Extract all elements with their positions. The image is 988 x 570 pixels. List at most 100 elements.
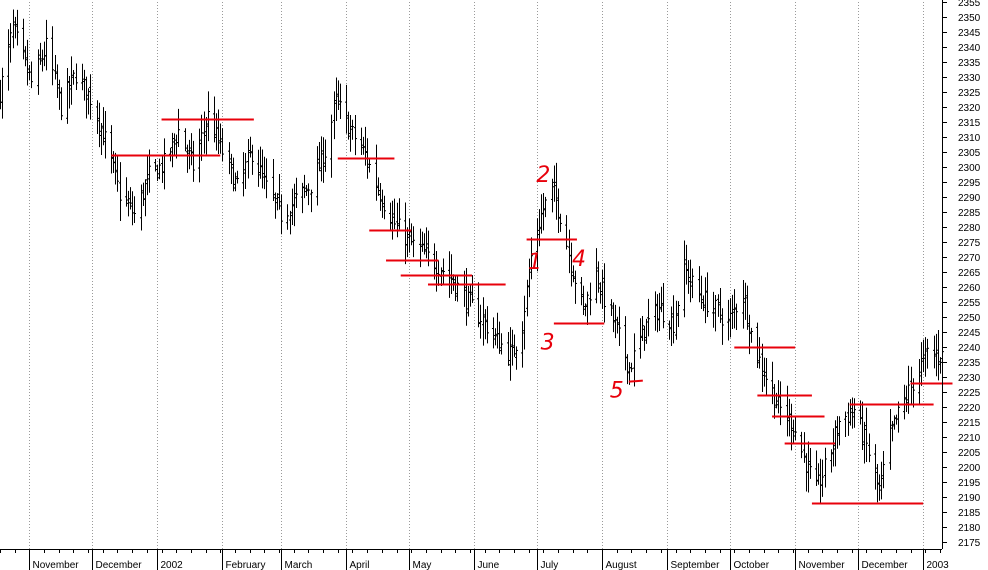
price-bar [597, 261, 600, 293]
price-bar [565, 215, 568, 250]
price-bar [727, 299, 730, 341]
price-bar [670, 306, 673, 346]
price-bar [687, 260, 690, 294]
price-bar [910, 366, 913, 406]
price-bar [354, 114, 357, 156]
price-bar [337, 80, 340, 111]
price-bar [345, 84, 348, 134]
price-bar [630, 362, 633, 373]
price-bar [479, 304, 482, 339]
price-bar [81, 63, 84, 91]
x-month-label: March [285, 560, 313, 570]
price-bar [16, 9, 19, 46]
price-bar [551, 178, 554, 213]
price-bar [85, 76, 88, 119]
price-bar [706, 272, 709, 318]
price-bar [572, 265, 575, 283]
price-bar [127, 190, 130, 217]
price-bar [421, 231, 424, 252]
price-bar [173, 133, 176, 156]
price-bar [809, 448, 812, 479]
price-bar [540, 194, 543, 234]
price-bar [675, 300, 678, 340]
price-bar [507, 332, 510, 366]
price-bar [509, 327, 512, 381]
price-bar [618, 306, 621, 346]
price-bar [274, 192, 277, 219]
y-tick-label: 2220 [958, 403, 981, 414]
price-bar [293, 183, 296, 227]
price-bar [383, 195, 386, 220]
price-bar [368, 157, 371, 173]
y-tick-label: 2305 [958, 148, 981, 159]
price-bar [272, 158, 275, 202]
price-bar [452, 274, 455, 291]
price-bar [907, 365, 910, 414]
price-bar [918, 358, 921, 406]
price-bar [465, 267, 468, 326]
price-bar [704, 277, 707, 324]
price-bar [333, 91, 336, 140]
price-bar [58, 79, 61, 110]
y-tick-label: 2310 [958, 133, 981, 144]
price-bar [853, 398, 856, 428]
price-bar [133, 196, 136, 224]
price-bar [824, 447, 827, 488]
price-bar [645, 318, 648, 344]
price-bar [51, 26, 54, 86]
wave-label: 3 [541, 331, 555, 356]
price-bar [60, 87, 63, 121]
price-bar [844, 411, 847, 437]
price-bar [14, 16, 17, 39]
price-bar [639, 318, 642, 359]
y-tick-label: 2335 [958, 58, 981, 69]
price-bar [469, 284, 472, 307]
price-bar [616, 316, 619, 334]
price-bar [698, 266, 701, 303]
price-bar [668, 320, 671, 340]
price-bar [832, 428, 835, 467]
price-bar [689, 259, 692, 303]
price-bar [335, 77, 338, 121]
y-tick-label: 2290 [958, 193, 981, 204]
price-bar [398, 198, 401, 230]
price-bar [526, 279, 529, 317]
price-bar [219, 123, 222, 154]
price-bar [731, 294, 734, 329]
price-bar [100, 122, 103, 156]
price-bar [763, 357, 766, 387]
price-bar [477, 282, 480, 328]
x-month-label: 2003 [927, 560, 950, 570]
price-bar [102, 107, 105, 146]
price-bar [595, 248, 598, 304]
price-bar [26, 39, 29, 86]
price-bar [641, 316, 644, 341]
price-bar [544, 196, 547, 218]
price-bar [177, 108, 180, 148]
price-bar [330, 114, 333, 178]
y-tick-label: 2315 [958, 118, 981, 129]
y-tick-label: 2225 [958, 388, 981, 399]
horizontal-levels [111, 118, 953, 505]
price-bar [186, 144, 189, 173]
price-bar [37, 49, 40, 95]
y-tick-label: 2215 [958, 418, 981, 429]
price-bar [878, 474, 881, 501]
price-bar [758, 337, 761, 369]
price-bar [897, 401, 900, 433]
price-bar [66, 67, 69, 124]
price-bar [656, 294, 659, 333]
price-bar [291, 188, 294, 225]
y-tick-label: 2355 [958, 0, 981, 9]
price-bar [500, 333, 503, 355]
price-bar [714, 294, 717, 332]
price-bar [863, 421, 866, 464]
price-bar [30, 61, 33, 89]
price-bar [251, 144, 254, 175]
x-month-label: December [96, 560, 143, 570]
price-bar [320, 136, 323, 182]
y-tick-label: 2340 [958, 43, 981, 54]
price-bar [87, 88, 90, 115]
price-bar [324, 139, 327, 172]
y-tick-label: 2195 [958, 478, 981, 489]
